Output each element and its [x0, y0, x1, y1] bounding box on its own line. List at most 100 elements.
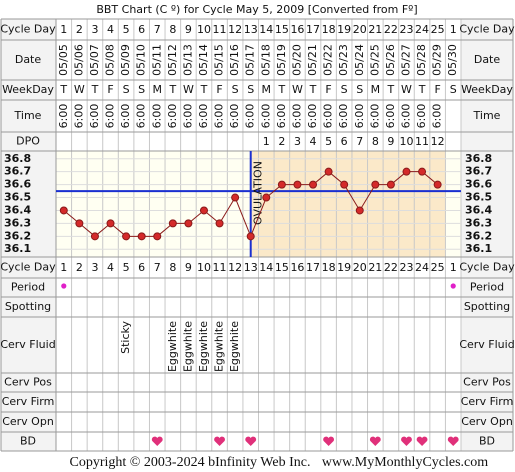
weekday: T [387, 83, 395, 96]
label-cell [461, 80, 513, 100]
date: 05/06 [72, 44, 85, 76]
label-cell [461, 412, 513, 432]
date: 05/13 [181, 44, 194, 76]
dpo: 9 [387, 135, 394, 148]
bd-heart [323, 436, 335, 446]
time: 6:00 [197, 104, 210, 129]
weekday: S [123, 83, 130, 96]
row-label: Cerv Firm [461, 395, 514, 408]
weekday: W [183, 83, 194, 96]
row-label: Period [470, 281, 504, 294]
label-cell [1, 100, 56, 132]
time: 6:00 [337, 104, 350, 129]
cycle-day: 19 [337, 261, 351, 274]
date: 05/27 [399, 44, 412, 76]
dpo: 5 [325, 135, 332, 148]
label-cell [461, 317, 513, 373]
cycle-day: 13 [244, 23, 258, 36]
website: www.MyMonthlyCycles.com [322, 455, 488, 470]
row-label: Spotting [464, 300, 510, 313]
y-tick-label: 36.5 [4, 191, 31, 204]
row-label: Cycle Day [459, 261, 515, 274]
time: 6:00 [415, 104, 428, 129]
time: 6:00 [368, 104, 381, 129]
date: 05/11 [150, 44, 163, 76]
dpo: 10 [399, 135, 413, 148]
label-cell [1, 257, 56, 278]
date: 05/21 [306, 44, 319, 76]
bd-heart [369, 436, 381, 446]
weekday: W [401, 83, 412, 96]
y-tick-label: 36.1 [4, 242, 31, 255]
cycle-day: 23 [399, 23, 413, 36]
temperature-point [402, 167, 411, 176]
label-cell [461, 100, 513, 132]
label-cell [1, 297, 56, 317]
cerv-fluid: Sticky [119, 321, 132, 354]
label-cell [461, 19, 513, 40]
cycle-day: 16 [290, 23, 304, 36]
y-tick-label: 36.4 [4, 203, 31, 216]
cycle-day: 9 [185, 23, 192, 36]
cerv-fluid: Eggwhite [181, 321, 194, 372]
label-cell [1, 373, 56, 392]
y-tick-label: 36.7 [4, 165, 31, 178]
cerv-fluid: Eggwhite [213, 321, 226, 372]
time: 6:00 [166, 104, 179, 129]
date: 05/24 [353, 44, 366, 76]
time: 6:00 [244, 104, 257, 129]
temperature-point [184, 219, 193, 228]
time: 6:00 [384, 104, 397, 129]
weekday: T [277, 83, 285, 96]
weekday: S [341, 83, 348, 96]
weekday: F [434, 83, 440, 96]
row-label: Time [14, 109, 42, 122]
cycle-day: 1 [60, 261, 67, 274]
weekday: M [371, 83, 381, 96]
cycle-day: 6 [138, 261, 145, 274]
temperature-point [293, 180, 302, 189]
time: 6:00 [228, 104, 241, 129]
weekday: T [91, 83, 99, 96]
weekday: T [200, 83, 208, 96]
date: 05/23 [337, 44, 350, 76]
temperature-point [433, 180, 442, 189]
time: 6:00 [57, 104, 70, 129]
y-tick-label: 36.5 [465, 191, 492, 204]
cycle-day: 24 [415, 261, 429, 274]
cycle-day: 8 [169, 261, 176, 274]
date: 05/25 [368, 44, 381, 76]
label-cell [461, 151, 513, 257]
label-cell [461, 392, 513, 412]
row-label: Cerv Fluid [459, 338, 514, 351]
bd-heart [447, 436, 459, 446]
y-tick-label: 36.6 [465, 178, 492, 191]
weekday: T [418, 83, 426, 96]
label-cell [461, 373, 513, 392]
cycle-day: 17 [306, 261, 320, 274]
weekday: T [168, 83, 176, 96]
time: 6:00 [104, 104, 117, 129]
temperature-point [371, 180, 380, 189]
cycle-day: 4 [107, 261, 114, 274]
cycle-day: 6 [138, 23, 145, 36]
dpo: 6 [341, 135, 348, 148]
row-label: Cerv Pos [4, 376, 52, 389]
cycle-day: 25 [431, 261, 445, 274]
bd-heart [151, 436, 163, 446]
label-cell [1, 432, 56, 451]
time: 6:00 [275, 104, 288, 129]
label-cell [461, 257, 513, 278]
date: 05/29 [431, 44, 444, 76]
y-tick-label: 36.8 [4, 152, 31, 165]
cycle-day: 12 [228, 23, 242, 36]
weekday: S [232, 83, 239, 96]
date: 05/08 [104, 44, 117, 76]
cycle-day: 21 [368, 23, 382, 36]
temperature-point [340, 180, 349, 189]
cycle-day: 1 [60, 23, 67, 36]
cycle-day: 10 [197, 261, 211, 274]
row-label: Cycle Day [0, 261, 56, 274]
date: 05/28 [415, 44, 428, 76]
label-cell [461, 297, 513, 317]
